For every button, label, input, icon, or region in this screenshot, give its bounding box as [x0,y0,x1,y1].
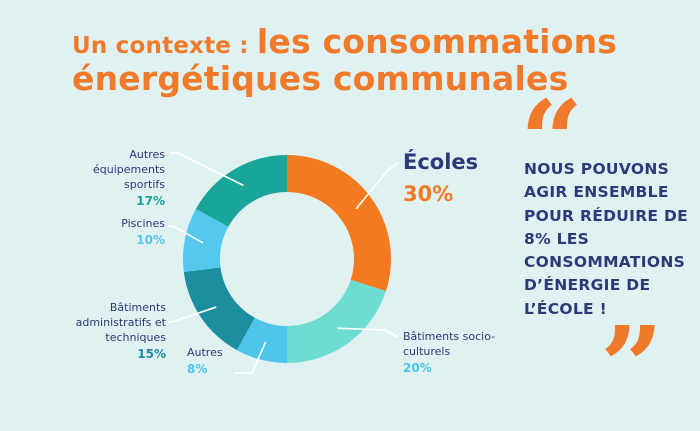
page-title: Un contexte : les consommations énergéti… [72,22,618,98]
label-autres: Autres 8% [187,346,223,377]
leader-ecoles [355,162,399,210]
title-line2: énergétiques communales [72,58,569,98]
label-sportifs-value: 17% [136,193,165,208]
slice-sportifs [195,155,287,227]
slice-ecoles [287,155,391,292]
slice-socio-culturels [287,279,386,363]
label-ecoles-name: Écoles [403,150,479,174]
close-quote-icon: ” [600,302,664,431]
leader-admin [168,306,217,323]
label-ecoles-value: 30% [403,182,454,207]
label-admin-value: 15% [137,346,166,361]
slice-administratifs [183,267,255,351]
leader-piscines [168,225,204,244]
label-piscines: Piscines 10% [90,217,165,248]
label-piscines-value: 10% [136,232,165,247]
slice-piscines [183,208,229,273]
leader-socio [337,327,399,338]
title-prefix: Un contexte : [72,33,257,59]
label-socio: Bâtiments socio-culturels 20% [403,330,513,376]
leader-sportifs [170,152,244,187]
leader-autres [234,341,267,374]
label-admin: Bâtiments administratifs et techniques 1… [58,301,166,362]
label-autres-value: 8% [187,361,208,376]
label-ecoles: Écoles 30% [403,148,478,209]
label-sportifs-name: Autres équipements sportifs [92,148,165,191]
label-piscines-name: Piscines [121,217,165,230]
label-autres-name: Autres [187,346,223,359]
label-socio-name: Bâtiments socio-culturels [403,330,496,358]
open-quote-icon: “ [520,76,584,205]
title-highlight: les consommations [256,22,618,61]
slice-autres [236,317,287,363]
label-sportifs: Autres équipements sportifs 17% [58,148,165,209]
label-admin-name: Bâtiments administratifs et techniques [75,301,166,344]
quote-text: NOUS POUVONS AGIR ENSEMBLE POUR RÉDUIRE … [524,160,689,318]
label-socio-value: 20% [403,360,432,375]
